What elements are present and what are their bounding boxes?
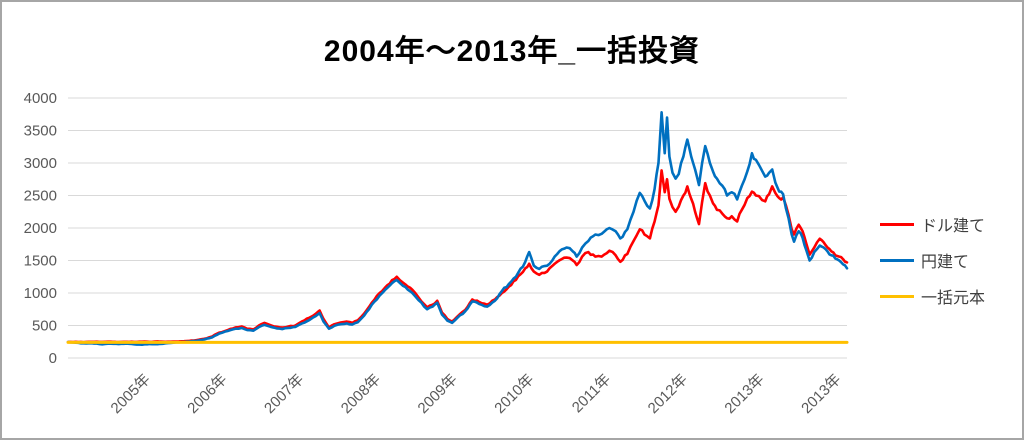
usd-line-swatch xyxy=(880,222,914,226)
x-tick-label-4: 2009年 xyxy=(415,371,461,417)
x-tick-label-1: 2006年 xyxy=(184,371,230,417)
series-line-1 xyxy=(66,111,849,346)
x-tick-label-0: 2005年 xyxy=(108,371,154,417)
x-tick-label-3: 2008年 xyxy=(338,371,384,417)
x-tick-label-7: 2012年 xyxy=(645,371,691,417)
y-tick-label-4000: 4000 xyxy=(24,90,57,107)
legend-label-yen: 円建て xyxy=(921,254,970,271)
x-tick-label-6: 2011年 xyxy=(569,371,614,416)
y-tick-label-3500: 3500 xyxy=(24,123,57,140)
x-tick-label-2: 2007年 xyxy=(261,371,307,417)
chart-title: 2004年〜2013年_一括投資 xyxy=(323,35,701,68)
y-tick-label-2500: 2500 xyxy=(24,188,57,205)
y-tick-label-3000: 3000 xyxy=(24,155,57,172)
legend-label-usd: ドル建て xyxy=(921,218,986,235)
x-tick-label-8: 2013年 xyxy=(721,371,767,417)
y-tick-label-500: 500 xyxy=(32,318,57,335)
y-tick-label-0: 0 xyxy=(49,350,57,367)
legend-item-yen: 円建て xyxy=(880,242,985,278)
x-tick-label-5: 2010年 xyxy=(491,371,537,417)
principal-line-swatch xyxy=(880,294,914,298)
y-tick-label-1500: 1500 xyxy=(24,253,57,270)
legend-label-principal: 一括元本 xyxy=(921,290,986,307)
y-tick-label-2000: 2000 xyxy=(24,220,57,237)
y-tick-label-1000: 1000 xyxy=(24,285,57,302)
legend-item-usd: ドル建て xyxy=(880,206,985,242)
yen-line-swatch xyxy=(880,258,914,262)
x-tick-label-9: 2013年 xyxy=(798,371,844,417)
legend-item-principal: 一括元本 xyxy=(880,278,985,314)
legend: ドル建て 円建て 一括元本 xyxy=(880,206,985,314)
